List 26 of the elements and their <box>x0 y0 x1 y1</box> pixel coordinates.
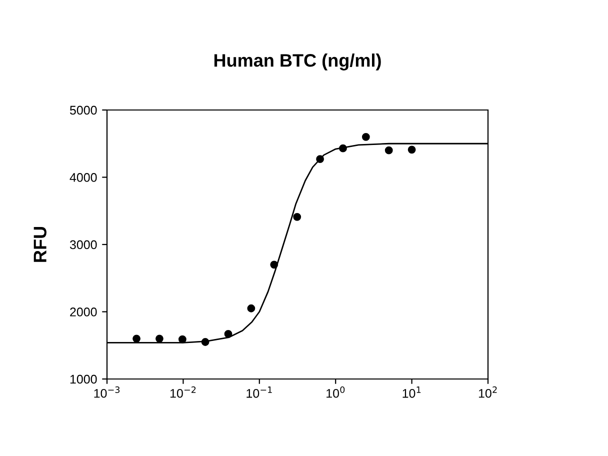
y-tick-label: 4000 <box>70 173 97 182</box>
point <box>201 338 210 346</box>
y-tick-label: 2000 <box>70 308 97 316</box>
point <box>316 155 324 164</box>
point <box>156 334 164 343</box>
point <box>224 330 232 338</box>
point <box>247 304 256 312</box>
point <box>339 144 347 152</box>
y-tick-label: 1000 <box>70 374 97 384</box>
point <box>178 335 186 344</box>
x-tick-label: 10$^{−1}$ <box>246 386 272 398</box>
y-axis-title: RFU <box>34 227 46 262</box>
point <box>408 146 416 154</box>
point <box>362 132 370 141</box>
x-tick-label: 10$^{−2}$ <box>170 386 196 398</box>
point <box>270 260 278 269</box>
x-tick-label: 10$^{0}$ <box>326 386 345 398</box>
point <box>132 334 140 343</box>
x-tick-label: 10$^{1}$ <box>402 386 421 398</box>
chart-title: Human BTC (ng/ml) <box>214 54 381 70</box>
point <box>384 146 393 154</box>
y-tick-label: 3000 <box>70 240 97 250</box>
x-tick-label: 10$^{2}$ <box>478 386 497 398</box>
point <box>293 212 302 221</box>
x-tick-label: 10$^{−3}$ <box>94 386 120 398</box>
y-tick-label: 5000 <box>70 106 97 115</box>
